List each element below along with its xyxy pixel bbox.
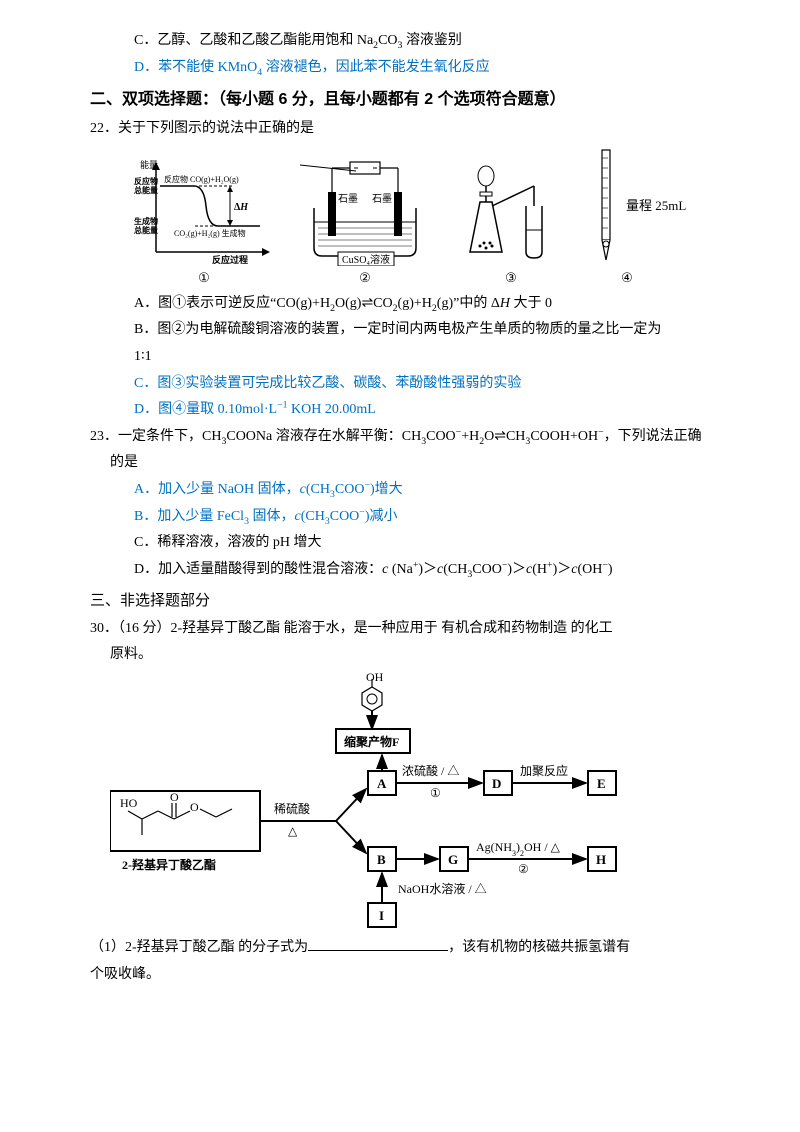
box-g: G (448, 852, 458, 867)
q22-diagram-1-energy-profile: 能量 ΔH 反应物 CO(g)+H₂O(g) CO₂(g)+H₂(g) 生成物 … (134, 156, 274, 266)
q23-number: 23． (90, 429, 118, 444)
blank-fill (308, 936, 448, 951)
q30-flow-diagram: OH 缩聚产物F HO O (110, 671, 710, 931)
page: C．乙醇、乙酸和乙酸乙酯能用饱和 Na2CO3 溶液鉴别 D．苯不能使 KMnO… (0, 0, 800, 1132)
product-line: CO₂(g)+H₂(g) 生成物 (174, 228, 246, 238)
box-a: A (377, 776, 387, 791)
q22-diagram-2-electrolysis: 石墨 石墨 CuSO₄溶液 (300, 156, 430, 266)
electrolyte-label: CuSO₄溶液 (342, 253, 390, 266)
prev-option-d: D．苯不能使 KMnO4 溶液褪色，因此苯不能发生氧化反应 (134, 55, 710, 82)
poly-f-label: 缩聚产物F (344, 734, 399, 749)
q23-stem-line2: 的是 (110, 450, 710, 477)
deltaH-label: ΔH (234, 202, 249, 213)
box-b: B (377, 852, 386, 867)
circled-4: ④ (592, 266, 662, 291)
circled-3: ③ (456, 266, 566, 291)
box-e: E (597, 776, 606, 791)
q22-diagram-3-acid-compare (456, 156, 566, 266)
y-bot2: 总能量 (134, 225, 158, 235)
conc-acid-label: 浓硫酸 / △ (402, 763, 459, 778)
q23-stem-line1: 23．一定条件下，CH3COONa 溶液存在水解平衡：CH3COO−+H2O⇌C… (90, 424, 710, 451)
burette-range-label: 量程 25mL (626, 194, 686, 219)
addition-poly-label: 加聚反应 (520, 763, 568, 778)
delta-1: △ (288, 824, 298, 838)
q30-number: 30． (90, 621, 118, 636)
q22-diagram-4-burette (592, 146, 620, 266)
q22-diagram-row: 能量 ΔH 反应物 CO(g)+H₂O(g) CO₂(g)+H₂(g) 生成物 … (134, 146, 710, 266)
q30-sub1: （1）2-羟基异丁酸乙酯 的分子式为，该有机物的核磁共振氢谱有 (90, 935, 710, 962)
circled-num-2: ② (518, 862, 529, 876)
q22-option-c: C．图③实验装置可完成比较乙酸、碳酸、苯酚酸性强弱的实验 (134, 371, 710, 398)
svg-text:HO: HO (120, 796, 138, 810)
q22-option-d: D．图④量取 0.10mol·L−1 KOH 20.00mL (134, 397, 710, 424)
q22-option-b-line2: 1∶1 (134, 344, 710, 371)
box-d: D (492, 776, 501, 791)
dilute-acid-label: 稀硫酸 (274, 801, 310, 816)
prev-option-c: C．乙醇、乙酸和乙酸乙酯能用饱和 Na2CO3 溶液鉴别 (134, 28, 710, 55)
tollens-label: Ag(NH3)2OH / △ (476, 840, 561, 858)
reactant-line: 反应物 CO(g)+H₂O(g) (164, 174, 239, 184)
q23-option-b: B．加入少量 FeCl3 固体，c(CH3COO−)减小 (134, 504, 710, 531)
q23-option-c: C．稀释溶液，溶液的 pH 增大 (134, 530, 710, 557)
ylabel: 能量 (140, 159, 158, 170)
phenol-oh: OH (366, 671, 384, 684)
q23-option-d: D．加入适量醋酸得到的酸性混合溶液：c (Na+)＞c(CH3COO−)＞c(H… (134, 557, 710, 584)
y-top2: 总能量 (134, 185, 158, 195)
circled-2: ② (300, 266, 430, 291)
q23-option-a: A．加入少量 NaOH 固体，c(CH3COO−)增大 (134, 477, 710, 504)
circled-1: ① (134, 266, 274, 291)
q22-option-b-line1: B．图②为电解硫酸铜溶液的装置，一定时间内两电极产生单质的物质的量之比一定为 (134, 317, 710, 344)
q22-option-a: A．图①表示可逆反应“CO(g)+H2O(g)⇌CO2(g)+H2(g)”中的 … (134, 291, 710, 318)
q22-circled-numbers: ① ② ③ ④ (134, 266, 710, 291)
svg-text:O: O (190, 800, 199, 814)
q30-stem-line2: 原料。 (110, 642, 710, 669)
right-electrode-label: 石墨 (372, 193, 392, 205)
y-bot1: 生成物 (134, 216, 158, 226)
q22-stem-line: 22．关于下列图示的说法中正确的是 (90, 116, 710, 143)
box-h: H (596, 852, 606, 867)
q22-stem: 关于下列图示的说法中正确的是 (118, 121, 314, 136)
svg-text:O: O (170, 790, 179, 804)
circled-num-1: ① (430, 786, 441, 800)
naoh-label: NaOH水溶液 / △ (398, 881, 487, 896)
section-2-head: 二、双项选择题：（每小题 6 分，且每小题都有 2 个选项符合题意） (90, 85, 710, 115)
y-top1: 反应物 (134, 176, 158, 186)
section-3-head: 三、非选择题部分 (90, 587, 710, 616)
box-i: I (379, 908, 384, 923)
q30-sub1-line2: 个吸收峰。 (90, 962, 710, 989)
q30-stem-line1: 30．（16 分）2-羟基异丁酸乙酯 能溶于水，是一种应用于 有机合成和药物制造… (90, 616, 710, 643)
left-electrode-label: 石墨 (338, 193, 358, 205)
xlabel: 反应过程 (212, 254, 248, 265)
start-name: 2-羟基异丁酸乙酯 (122, 857, 216, 872)
q22-number: 22． (90, 121, 118, 136)
